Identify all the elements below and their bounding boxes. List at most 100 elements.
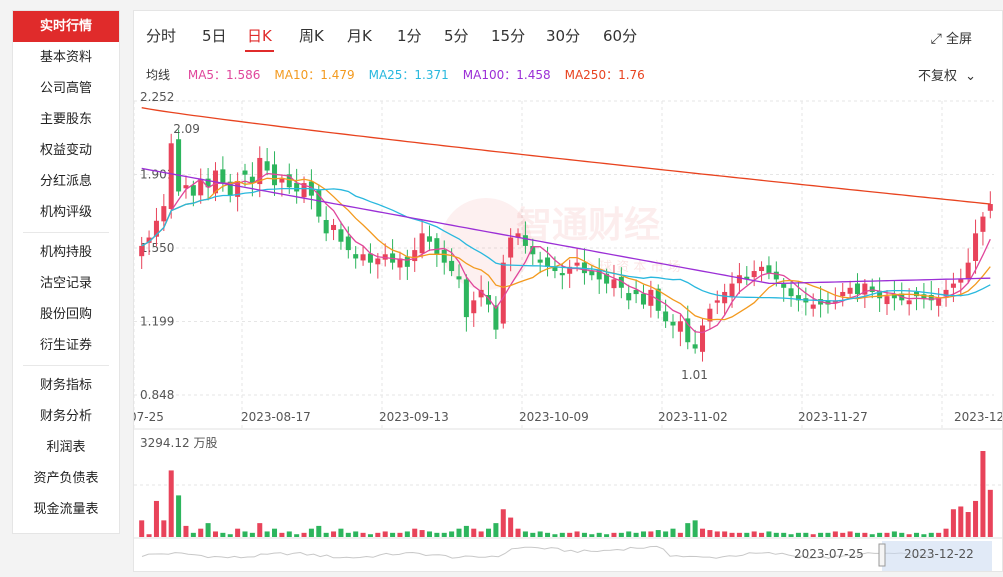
tab-label: 1分 — [397, 27, 422, 45]
sidebar-item[interactable]: 分红派息 — [39, 174, 92, 189]
candle-body — [973, 233, 979, 261]
volume-bar — [508, 517, 514, 537]
sidebar-item[interactable]: 机构持股 — [39, 245, 92, 260]
x-tick-label: 2023-09-13 — [379, 410, 449, 424]
volume-bar — [397, 532, 403, 537]
low-annotation: 1.01 — [681, 368, 708, 382]
sidebar-item[interactable]: 沽空记录 — [39, 276, 92, 291]
volume-bar — [663, 531, 669, 537]
volume-bar — [198, 528, 204, 537]
sidebar-divider — [23, 365, 109, 366]
candle-body — [434, 238, 440, 255]
volume-bar — [235, 528, 241, 537]
sidebar-item[interactable]: 财务指标 — [39, 378, 92, 393]
y-tick-label: 1.199 — [140, 315, 174, 329]
candle-body — [685, 318, 691, 343]
candle-body — [707, 308, 713, 322]
tab-3[interactable]: 周K — [299, 25, 324, 46]
candle-body — [515, 233, 521, 238]
volume-bar — [766, 531, 772, 537]
tab-1[interactable]: 5日 — [202, 25, 227, 46]
high-annotation: 2.09 — [173, 122, 200, 136]
tab-label: 月K — [347, 27, 372, 45]
sidebar-item[interactable]: 机构评级 — [39, 205, 92, 220]
candle-body — [294, 182, 300, 192]
sidebar-item[interactable]: 资产负债表 — [33, 471, 99, 486]
volume-bar — [803, 532, 809, 537]
volume-bar — [950, 509, 956, 537]
volume-bar — [899, 532, 905, 537]
sidebar-item[interactable]: 实时行情 — [13, 11, 119, 42]
volume-bar — [759, 532, 765, 537]
candle-body — [345, 236, 351, 251]
candle-body — [168, 143, 174, 209]
sidebar-item[interactable]: 财务分析 — [39, 409, 92, 424]
candle-body — [227, 181, 233, 196]
price-adjust-dropdown[interactable]: 不复权 ⌄ — [918, 65, 976, 84]
sidebar-divider — [23, 232, 109, 233]
volume-bar — [515, 528, 521, 537]
candle-body — [943, 289, 949, 297]
sidebar-item[interactable]: 公司高管 — [39, 81, 92, 96]
volume-bar — [478, 531, 484, 537]
volume-bar — [980, 451, 986, 537]
sidebar-item[interactable]: 现金流量表 — [33, 502, 99, 517]
tab-5[interactable]: 1分 — [397, 25, 422, 46]
tab-6[interactable]: 5分 — [444, 25, 469, 46]
tab-4[interactable]: 月K — [347, 25, 372, 46]
volume-bar — [190, 532, 196, 537]
volume-bar — [840, 532, 846, 537]
candle-body — [862, 283, 868, 295]
y-tick-label: 1.550 — [140, 241, 174, 255]
sidebar-item[interactable]: 主要股东 — [39, 112, 92, 127]
x-tick-label: 2023-11-27 — [798, 410, 868, 424]
range-navigator[interactable]: 2023-07-25 2023-12-22 — [141, 541, 992, 571]
candle-body — [419, 233, 425, 254]
sidebar-item[interactable]: 衍生证券 — [39, 338, 92, 353]
volume-bar — [891, 531, 897, 537]
volume-label: 3294.12 万股 — [140, 436, 217, 450]
tab-7[interactable]: 15分 — [491, 25, 525, 46]
volume-bar — [264, 531, 270, 537]
volume-bar — [146, 534, 152, 537]
candle-body — [663, 311, 669, 322]
fullscreen-button[interactable]: ⤢ 全屏 — [931, 28, 972, 47]
volume-bar — [700, 528, 706, 537]
volume-bar — [965, 512, 971, 537]
volume-bar — [301, 532, 307, 537]
candle-body — [936, 298, 942, 306]
candle-body — [367, 253, 373, 263]
volume-bar — [522, 531, 528, 537]
tab-0[interactable]: 分时 — [146, 25, 176, 46]
sidebar-item[interactable]: 利润表 — [46, 440, 86, 455]
tab-2[interactable]: 日K — [245, 25, 274, 52]
volume-bar — [751, 531, 757, 537]
candle-body — [545, 257, 551, 267]
volume-bar — [958, 506, 964, 537]
ma-legend: 均线 MA5：1.586 MA10：1.479 MA25：1.371 MA100：1.… — [146, 66, 673, 83]
volume-bar — [316, 525, 322, 537]
volume-bar — [220, 532, 226, 537]
candle-body — [736, 275, 742, 284]
volume-bar — [331, 531, 337, 537]
volume-bar — [360, 532, 366, 537]
volume-bar — [257, 523, 263, 537]
navigator-end-label: 2023-12-22 — [904, 547, 974, 561]
volume-bar — [736, 532, 742, 537]
candle-body — [810, 304, 816, 309]
candle-body — [766, 265, 772, 274]
sidebar-item[interactable]: 权益变动 — [39, 143, 92, 158]
volume-bar — [633, 532, 639, 537]
candle-body — [456, 276, 462, 280]
sidebar-item[interactable]: 基本资料 — [39, 50, 92, 65]
tab-9[interactable]: 60分 — [603, 25, 637, 46]
candle-body — [759, 266, 765, 272]
volume-bar — [567, 532, 573, 537]
volume-bar — [707, 530, 713, 537]
volume-bar — [943, 528, 949, 537]
sidebar-item[interactable]: 股份回购 — [39, 307, 92, 322]
candle-body — [235, 180, 241, 197]
tab-8[interactable]: 30分 — [546, 25, 580, 46]
candle-body — [840, 291, 846, 297]
